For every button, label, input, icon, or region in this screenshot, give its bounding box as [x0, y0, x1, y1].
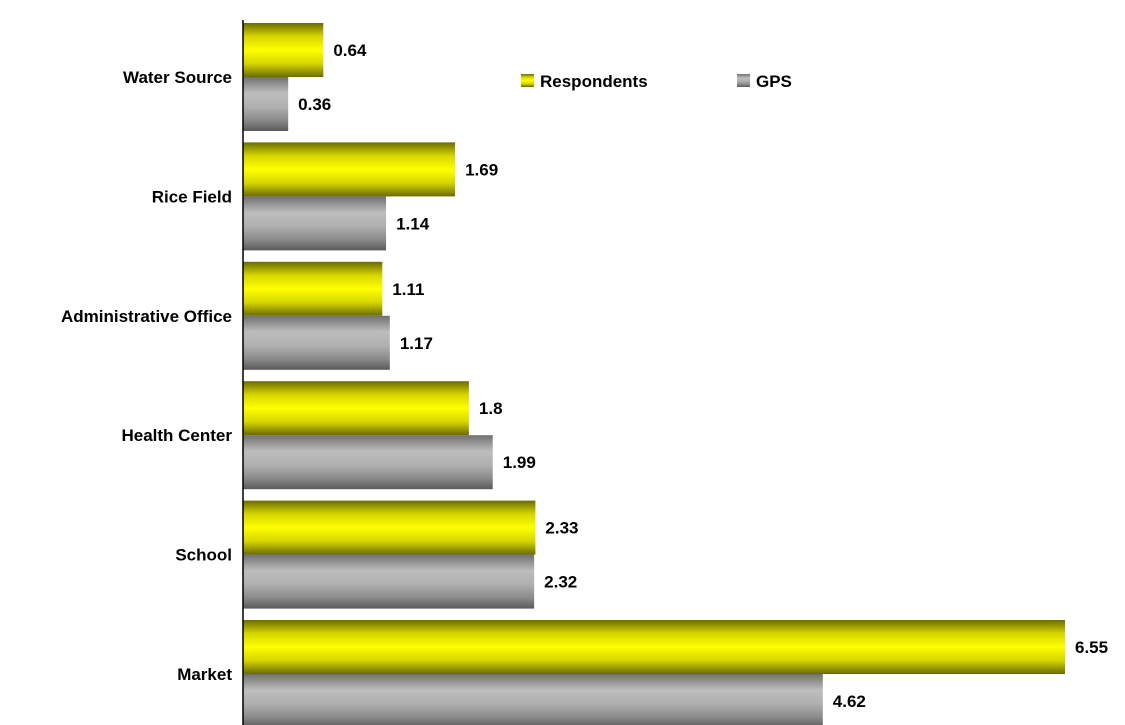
bar-respondents-water-source [243, 23, 324, 77]
data-label-respondents-water-source: 0.64 [333, 41, 367, 60]
bar-gps-health-center [243, 435, 493, 490]
category-label-market: Market [177, 665, 232, 684]
legend: Respondents GPS [521, 72, 792, 91]
labels-layer: 0.64 0.36 Water Source 1.69 1.14 Rice Field 1.… [61, 41, 1108, 711]
data-label-respondents-administrative-office: 1.11 [392, 280, 424, 299]
data-label-respondents-market: 6.55 [1075, 638, 1108, 657]
bars-layer [243, 23, 1065, 725]
data-label-gps-market: 4.62 [833, 692, 866, 711]
bar-gps-water-source [243, 77, 289, 131]
data-label-gps-school: 2.32 [544, 573, 577, 592]
data-label-respondents-school: 2.33 [545, 519, 578, 538]
legend-label-respondents: Respondents [540, 72, 648, 91]
legend-label-gps: GPS [756, 72, 792, 91]
bar-respondents-health-center [243, 381, 469, 436]
bar-gps-school [243, 554, 535, 609]
data-label-gps-water-source: 0.36 [298, 95, 331, 114]
bar-respondents-market [243, 620, 1065, 674]
legend-swatch-gps [737, 74, 750, 87]
bar-respondents-rice-field [243, 142, 456, 197]
category-label-health-center: Health Center [121, 426, 232, 445]
category-label-water-source: Water Source [123, 68, 232, 87]
bar-gps-rice-field [243, 196, 387, 251]
data-label-respondents-health-center: 1.8 [479, 399, 503, 418]
bar-respondents-school [243, 500, 536, 555]
bar-respondents-administrative-office [243, 261, 383, 316]
legend-swatch-respondents [521, 74, 534, 87]
data-label-gps-rice-field: 1.14 [396, 214, 430, 233]
data-label-gps-administrative-office: 1.17 [400, 334, 433, 353]
bar-gps-administrative-office [243, 315, 390, 370]
category-label-administrative-office: Administrative Office [61, 307, 232, 326]
category-label-rice-field: Rice Field [152, 187, 232, 206]
data-label-gps-health-center: 1.99 [503, 453, 536, 472]
category-label-school: School [175, 546, 232, 565]
data-label-respondents-rice-field: 1.69 [465, 160, 498, 179]
bar-gps-market [243, 674, 823, 725]
